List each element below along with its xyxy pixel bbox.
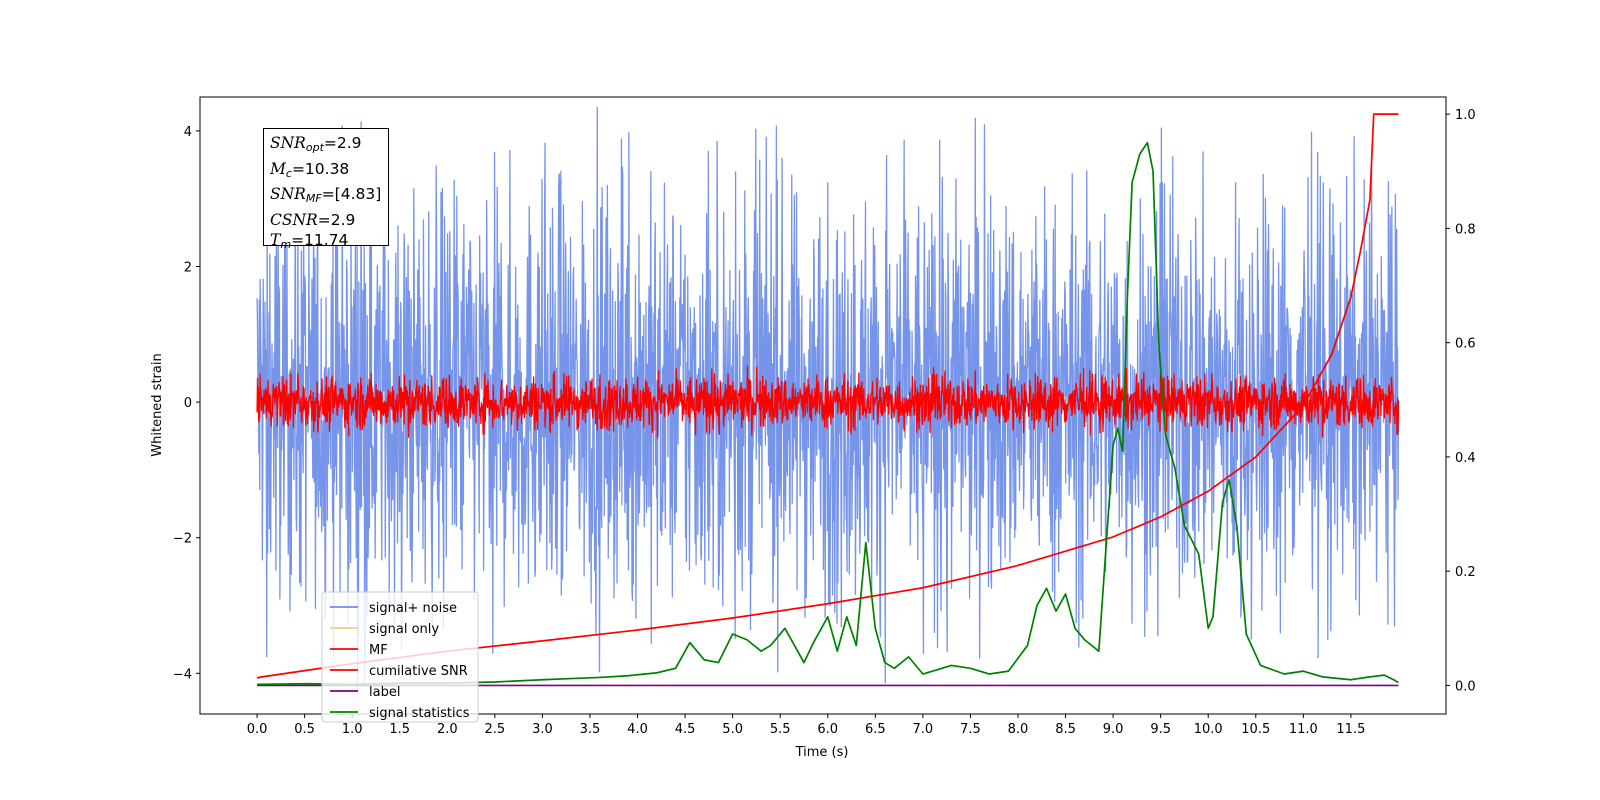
info-box-row: CSNR=2.9	[270, 210, 388, 231]
x-tick-label: 0.0	[247, 722, 268, 737]
info-box-value: =[4.83]	[321, 185, 382, 203]
y-axis-label-left: Whitened strain	[150, 353, 165, 456]
info-box-symbol: SNR	[270, 185, 306, 203]
series-line-signal-noise	[256, 106, 1400, 692]
x-tick-label: 1.5	[389, 722, 410, 737]
legend-label-signal-statistics: signal statistics	[369, 706, 470, 721]
x-tick-label: 2.0	[437, 722, 458, 737]
x-axis-label: Time (s)	[795, 745, 849, 760]
x-tick-label: 9.0	[1103, 722, 1124, 737]
info-box-symbol: M	[270, 159, 286, 178]
x-tick-label: 6.5	[865, 722, 886, 737]
x-tick-label: 0.5	[294, 722, 315, 737]
x-tick-label: 5.0	[722, 722, 743, 737]
x-tick-label: 4.5	[675, 722, 696, 737]
y-left-tick-label: 4	[184, 125, 192, 140]
y-axis-left: 4 2 0 −2 −4	[173, 125, 200, 682]
x-tick-label: 3.0	[532, 722, 553, 737]
info-box-subscript: m	[280, 238, 292, 251]
info-box-symbol: SNR	[270, 134, 306, 152]
x-tick-label: 5.5	[770, 722, 791, 737]
info-box-row: SNRopt=2.9	[270, 133, 388, 159]
info-box-value: =2.9	[323, 134, 362, 152]
info-box-row: SNRMF=[4.83]	[270, 184, 388, 210]
x-tick-label: 10.5	[1241, 722, 1270, 737]
y-right-tick-label: 0.2	[1455, 565, 1476, 580]
info-box-subscript: MF	[305, 192, 322, 205]
legend-label-signal-noise: signal+ noise	[369, 601, 457, 616]
y-right-tick-label: 0.4	[1455, 451, 1476, 466]
y-right-tick-label: 1.0	[1455, 108, 1476, 123]
y-right-tick-label: 0.6	[1455, 337, 1476, 352]
series-line-mf	[256, 365, 1400, 440]
x-tick-label: 11.5	[1336, 722, 1365, 737]
x-tick-label: 7.5	[960, 722, 981, 737]
series-line-signal-statistics	[257, 141, 1399, 686]
y-right-tick-label: 0.0	[1455, 679, 1476, 694]
x-tick-label: 4.0	[627, 722, 648, 737]
info-box-value: =10.38	[291, 159, 350, 178]
y-left-tick-label: −2	[173, 532, 192, 547]
info-box-subscript: c	[285, 166, 292, 180]
x-axis: 0.0 0.5 1.0 1.5 2.0 2.5 3.0 3.5 4.0 4.5 5.0 5.5 6.0 6…	[247, 714, 1365, 737]
info-box-row: Tm=11.74	[270, 230, 388, 256]
y-axis-right: 1.0 0.8 0.6 0.4 0.2 0.0	[1446, 108, 1476, 694]
y-left-tick-label: 2	[184, 261, 192, 276]
plot-frame	[199, 96, 1447, 715]
info-box-value: =11.74	[291, 231, 349, 249]
legend-label-label: label	[369, 685, 400, 700]
info-box-row: Mc=10.38	[270, 159, 388, 185]
x-tick-label: 7.0	[913, 722, 934, 737]
info-box: SNRopt=2.9 Mc=10.38 SNRMF=[4.83] CSNR=2.9 Tm…	[263, 128, 389, 251]
info-box-subscript: opt	[305, 141, 324, 154]
info-box-symbol: CSNR	[270, 210, 318, 229]
x-tick-label: 2.5	[485, 722, 506, 737]
x-tick-label: 8.5	[1055, 722, 1076, 737]
y-left-tick-label: 0	[184, 396, 192, 411]
x-tick-label: 9.5	[1150, 722, 1171, 737]
x-tick-label: 6.0	[817, 722, 838, 737]
info-box-value: =2.9	[317, 210, 356, 229]
legend: signal+ noise signal only MF cumilative SNR…	[321, 591, 479, 723]
info-box-symbol: T	[270, 231, 281, 249]
x-tick-label: 1.0	[342, 722, 363, 737]
legend-label-cumilative-snr: cumilative SNR	[369, 664, 468, 679]
x-tick-label: 8.0	[1008, 722, 1029, 737]
y-right-tick-label: 0.8	[1455, 222, 1476, 237]
y-left-tick-label: −4	[173, 667, 192, 682]
series-line-cumilative-snr	[256, 113, 1399, 679]
legend-label-mf: MF	[369, 643, 388, 658]
legend-label-signal-only: signal only	[369, 622, 439, 637]
x-tick-label: 11.0	[1289, 722, 1318, 737]
legend-frame	[321, 591, 479, 723]
x-tick-label: 10.0	[1194, 722, 1223, 737]
x-tick-label: 3.5	[580, 722, 601, 737]
